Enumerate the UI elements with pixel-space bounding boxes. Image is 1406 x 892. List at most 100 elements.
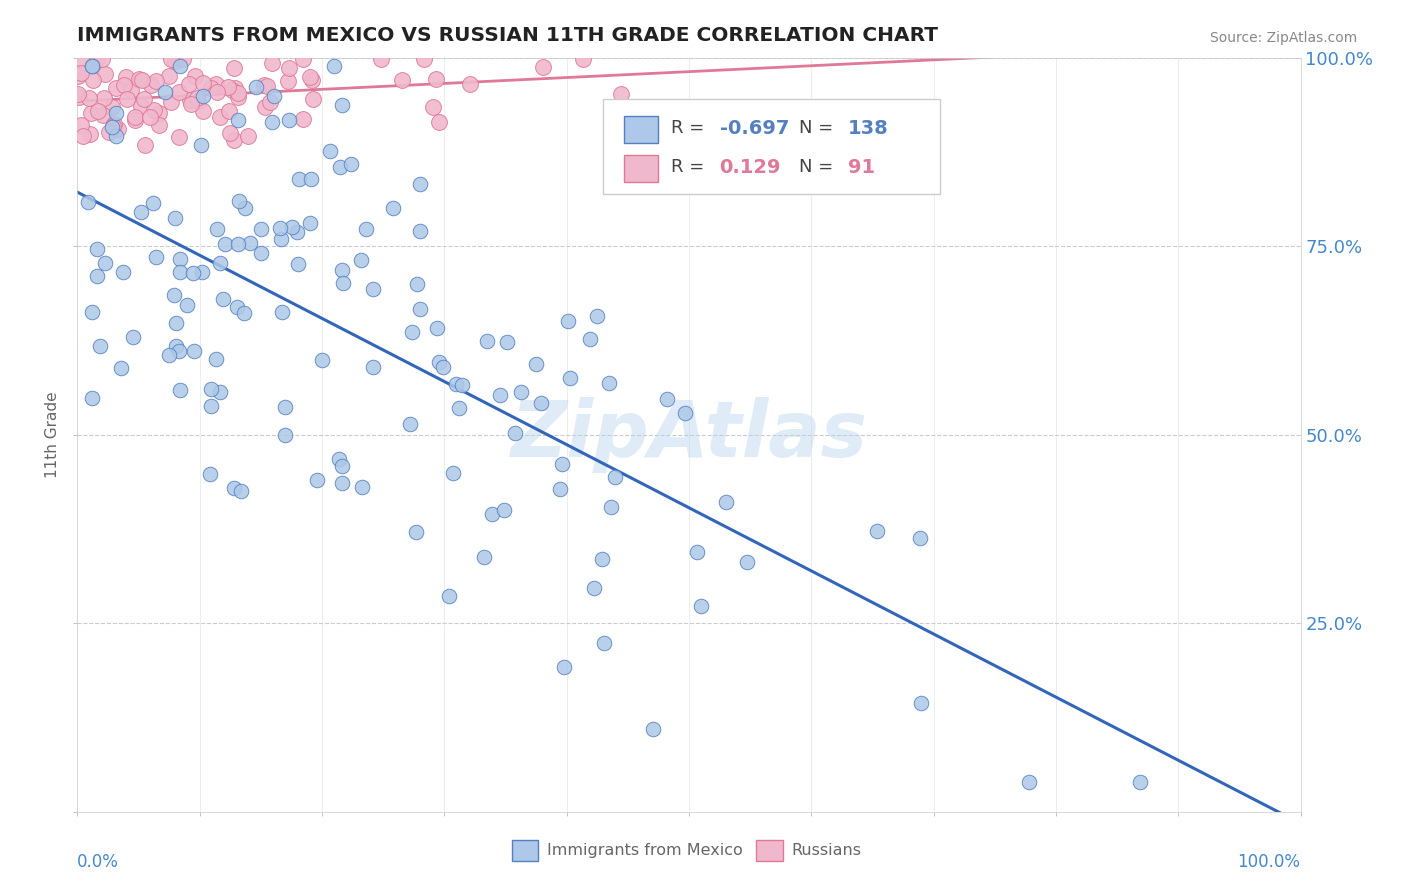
Point [610, 87, 633, 102]
Point [322, 58, 344, 72]
Point [328, 451, 350, 466]
Point [153, 85, 176, 99]
Point [141, 78, 163, 92]
Point [86, 243, 108, 257]
Point [91, 108, 114, 122]
Point [1128, 774, 1150, 789]
Point [217, 79, 239, 94]
Point [425, 72, 447, 87]
Point [208, 384, 231, 399]
Text: 100.0%: 100.0% [1237, 853, 1301, 871]
Point [97, 125, 120, 139]
Point [86, 268, 108, 283]
Point [287, 257, 309, 271]
Point [159, 52, 181, 66]
Text: 0.129: 0.129 [720, 158, 780, 177]
Point [236, 129, 259, 144]
Point [908, 531, 931, 545]
Y-axis label: 11th Grade: 11th Grade [45, 392, 60, 478]
Point [585, 309, 607, 323]
Point [157, 348, 180, 362]
Point [200, 382, 222, 396]
Point [458, 77, 481, 91]
Point [553, 660, 575, 674]
Point [560, 371, 582, 385]
Point [169, 58, 191, 72]
Point [495, 335, 517, 350]
Point [260, 55, 283, 70]
Point [557, 314, 579, 328]
Point [82, 305, 104, 319]
Text: 138: 138 [848, 119, 889, 138]
Point [277, 61, 299, 75]
Point [422, 100, 444, 114]
Point [226, 89, 249, 103]
Point [408, 302, 430, 317]
Text: IMMIGRANTS FROM MEXICO VS RUSSIAN 11TH GRADE CORRELATION CHART: IMMIGRANTS FROM MEXICO VS RUSSIAN 11TH G… [77, 26, 938, 45]
Point [273, 400, 295, 414]
Point [101, 120, 124, 134]
FancyBboxPatch shape [603, 99, 939, 194]
Point [104, 128, 127, 143]
Point [169, 252, 191, 266]
Point [145, 251, 167, 265]
Point [129, 204, 152, 219]
Point [191, 265, 214, 279]
Point [131, 72, 153, 87]
Point [82, 73, 104, 87]
Point [910, 696, 932, 710]
Point [222, 132, 245, 146]
Point [112, 264, 135, 278]
Point [169, 265, 191, 279]
Point [503, 425, 526, 440]
Point [254, 100, 277, 114]
Text: N =: N = [799, 120, 839, 137]
Point [288, 171, 311, 186]
Point [600, 500, 623, 514]
Point [510, 385, 533, 400]
Point [263, 88, 285, 103]
Point [270, 232, 292, 246]
Point [143, 103, 166, 118]
Point [274, 428, 297, 442]
Point [209, 256, 232, 270]
Point [285, 225, 308, 239]
Point [332, 277, 354, 291]
Point [79, 128, 101, 142]
Point [277, 74, 299, 88]
Point [302, 92, 325, 106]
Text: Russians: Russians [792, 843, 862, 858]
Point [101, 100, 124, 114]
Point [578, 332, 600, 346]
Point [413, 52, 436, 66]
Point [330, 458, 353, 473]
Point [299, 216, 322, 230]
Text: Source: ZipAtlas.com: Source: ZipAtlas.com [1209, 31, 1357, 45]
Point [226, 113, 249, 128]
Point [200, 467, 222, 481]
Point [329, 160, 352, 174]
Point [291, 112, 314, 127]
Point [361, 359, 384, 374]
Point [157, 69, 180, 83]
Point [228, 237, 250, 252]
Point [427, 354, 450, 368]
Point [737, 556, 759, 570]
Point [93, 91, 115, 105]
Point [524, 357, 547, 371]
Point [339, 157, 361, 171]
Point [686, 545, 709, 559]
Point [167, 129, 190, 144]
Point [179, 94, 201, 108]
Point [481, 507, 503, 521]
Point [191, 88, 214, 103]
Point [330, 97, 353, 112]
Point [86, 52, 108, 66]
Point [477, 334, 499, 348]
Point [80, 58, 103, 72]
Point [214, 236, 236, 251]
Point [200, 80, 222, 95]
Point [67, 87, 90, 101]
Point [120, 83, 142, 97]
Point [239, 235, 262, 250]
